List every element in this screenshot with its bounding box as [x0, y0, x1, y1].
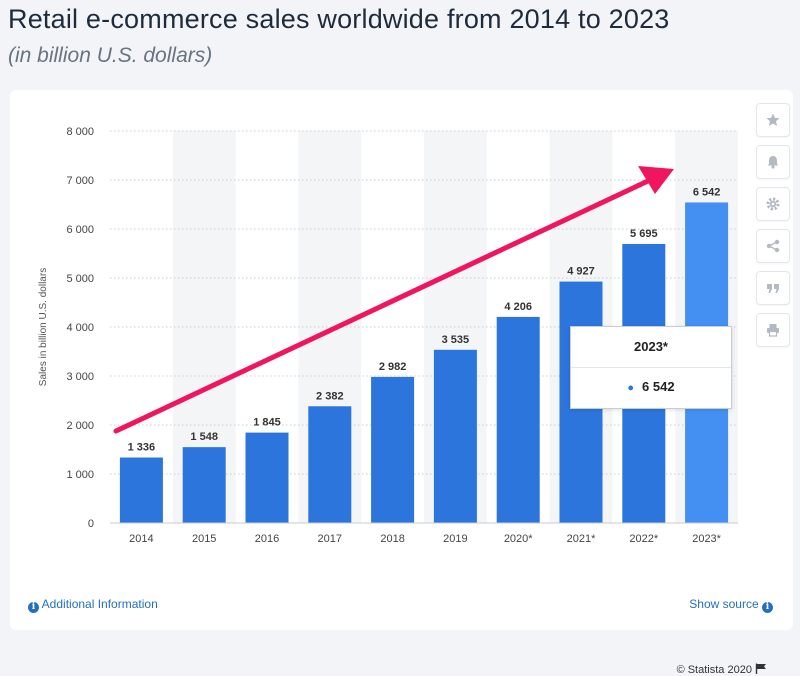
bar-2014[interactable] [119, 457, 163, 523]
favorite-button[interactable] [756, 103, 790, 137]
y-tick-label: 0 [88, 518, 94, 530]
tooltip-title: 2023* [571, 327, 731, 368]
page-subtitle: (in billion U.S. dollars) [8, 44, 213, 67]
value-label: 1 548 [190, 431, 218, 443]
y-tick-label: 7 000 [66, 175, 94, 187]
value-label: 5 695 [630, 228, 658, 240]
star-icon [766, 113, 780, 126]
bar-2016[interactable] [245, 432, 289, 523]
value-label: 1 845 [253, 417, 281, 429]
x-tick-label: 2016 [255, 533, 279, 545]
x-tick-label: 2022* [629, 533, 658, 545]
value-label: 2 982 [379, 361, 407, 373]
share-icon [766, 239, 780, 253]
y-tick-label: 2 000 [66, 420, 94, 432]
tooltip-value: 6 542 [642, 379, 675, 394]
x-axis-ticks: 2014 2015 2016 2017 2018 2019 2020* 2021* 2022* 2… [129, 533, 722, 545]
y-tick-label: 6 000 [66, 224, 94, 236]
x-tick-label: 2020* [504, 533, 533, 545]
show-source-link[interactable]: Show source i [689, 597, 773, 613]
x-tick-label: 2018 [380, 533, 404, 545]
tooltip-value-row: ● 6 542 [571, 368, 731, 408]
x-tick-label: 2021* [567, 533, 596, 545]
settings-button[interactable] [756, 187, 790, 221]
y-tick-label: 5 000 [66, 273, 94, 285]
print-icon [767, 324, 779, 337]
value-labels: 1 336 1 548 1 845 2 382 2 982 3 535 4 206 4 927… [128, 186, 721, 453]
gear-icon [766, 197, 780, 211]
flag-icon [755, 663, 766, 674]
x-tick-label: 2015 [192, 533, 216, 545]
show-source-label: Show source [689, 597, 759, 611]
bar-2018[interactable] [371, 376, 415, 523]
data-tooltip: 2023* ● 6 542 [570, 326, 732, 409]
bar-2019[interactable] [433, 349, 477, 523]
notification-button[interactable] [756, 145, 790, 179]
value-label: 1 336 [128, 442, 156, 454]
bar-2017[interactable] [308, 406, 352, 523]
trend-arrow [113, 166, 674, 434]
info-icon: i [28, 602, 39, 613]
y-axis-label: Sales in billion U.S. dollars [38, 268, 49, 386]
page-title: Retail e-commerce sales worldwide from 2… [8, 4, 670, 34]
print-button[interactable] [756, 313, 790, 347]
statista-credit: © Statista 2020 [677, 663, 767, 676]
bell-icon [767, 156, 779, 169]
x-tick-label: 2017 [318, 533, 342, 545]
value-label: 4 927 [567, 266, 595, 278]
cite-button[interactable] [756, 271, 790, 305]
x-tick-label: 2023* [692, 533, 721, 545]
y-tick-label: 1 000 [66, 469, 94, 481]
info-icon: i [762, 602, 773, 613]
y-tick-label: 3 000 [66, 371, 94, 383]
value-label: 4 206 [504, 301, 532, 313]
x-tick-label: 2019 [443, 533, 467, 545]
x-tick-label: 2014 [129, 533, 153, 545]
bar-2015[interactable] [182, 447, 226, 523]
additional-information-label: Additional Information [41, 597, 158, 611]
bar-2020[interactable] [496, 316, 540, 523]
value-label: 3 535 [442, 334, 470, 346]
additional-information-link[interactable]: i Additional Information [28, 597, 158, 613]
share-button[interactable] [756, 229, 790, 263]
value-label: 2 382 [316, 390, 344, 402]
y-axis-ticks: 0 1 000 2 000 3 000 4 000 5 000 6 000 7 000 8 00… [66, 126, 94, 530]
series-dot-icon: ● [627, 382, 635, 394]
value-label: 6 542 [693, 186, 721, 198]
credit-text: © Statista 2020 [676, 664, 752, 676]
y-tick-label: 4 000 [66, 322, 94, 334]
y-tick-label: 8 000 [66, 126, 94, 138]
quote-icon [767, 284, 779, 293]
